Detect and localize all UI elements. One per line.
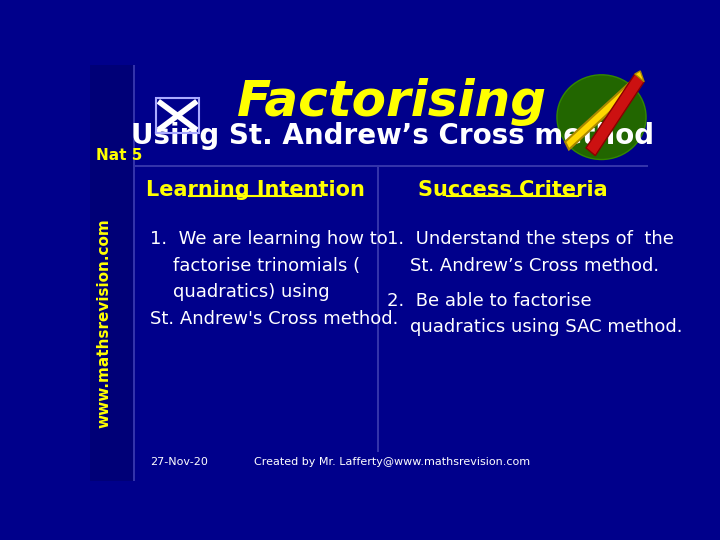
Text: 27-Nov-20: 27-Nov-20 bbox=[150, 457, 208, 467]
Bar bbox=[132, 65, 135, 481]
Polygon shape bbox=[635, 71, 644, 82]
Ellipse shape bbox=[557, 75, 646, 159]
Polygon shape bbox=[586, 74, 644, 156]
Bar bbox=[156, 98, 199, 133]
Text: Using St. Andrew’s Cross method: Using St. Andrew’s Cross method bbox=[131, 122, 654, 150]
Text: Nat 5: Nat 5 bbox=[96, 148, 143, 163]
Text: Created by Mr. Lafferty@www.mathsrevision.com: Created by Mr. Lafferty@www.mathsrevisio… bbox=[254, 457, 531, 467]
Text: Factorising: Factorising bbox=[238, 78, 547, 126]
Bar bbox=[90, 65, 132, 481]
Bar bbox=[377, 167, 379, 452]
Text: 2.  Be able to factorise
    quadratics using SAC method.: 2. Be able to factorise quadratics using… bbox=[387, 292, 683, 336]
Text: www.mathsrevision.com: www.mathsrevision.com bbox=[96, 218, 112, 428]
Text: 1.  We are learning how to
    factorise trinomials (
    quadratics) using
St. : 1. We are learning how to factorise trin… bbox=[150, 231, 399, 328]
Text: 1.  Understand the steps of  the
    St. Andrew’s Cross method.: 1. Understand the steps of the St. Andre… bbox=[387, 231, 674, 275]
Polygon shape bbox=[565, 76, 640, 150]
Text: Success Criteria: Success Criteria bbox=[418, 179, 607, 200]
Text: Learning Intention: Learning Intention bbox=[145, 179, 364, 200]
Bar bbox=[132, 165, 648, 167]
